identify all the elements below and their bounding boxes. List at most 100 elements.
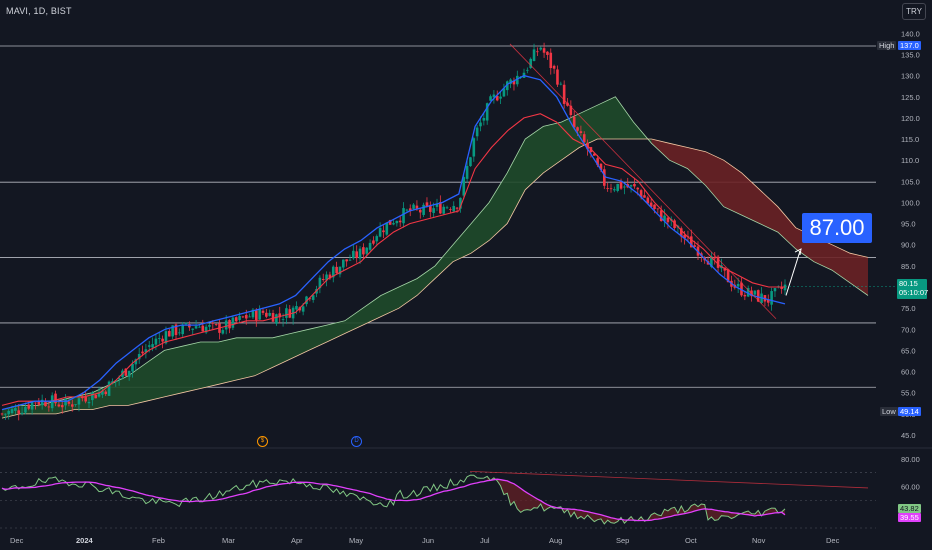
kijun-line (1, 113, 785, 406)
candle-body (328, 274, 332, 279)
candle-body (740, 282, 743, 296)
candle-body (402, 208, 405, 224)
price-tick: 125.0 (901, 93, 920, 102)
candle-body (475, 127, 479, 137)
candle-body (395, 220, 399, 224)
candle-body (54, 393, 57, 404)
candle-body (348, 259, 352, 261)
cloud-bull-segment (2, 97, 652, 419)
candle-body (398, 220, 402, 223)
candle-body (606, 188, 609, 189)
candle-body (144, 349, 148, 353)
candle-body (673, 220, 676, 229)
candle-body (157, 338, 161, 339)
candle-body (40, 399, 44, 406)
candle-body (415, 205, 419, 209)
candle-body (271, 313, 275, 322)
candle-body (375, 236, 379, 242)
candle-body (60, 405, 64, 408)
candle-body (174, 324, 178, 335)
candle-body (546, 51, 549, 55)
candle-body (633, 183, 636, 187)
candle-body (616, 183, 619, 191)
candle-body (181, 324, 184, 335)
candle-body (643, 195, 646, 198)
dividend-event-icon[interactable]: $ (257, 436, 268, 447)
candle-body (429, 205, 432, 212)
candle-body (14, 408, 17, 411)
candle-body (37, 401, 41, 405)
candle-body (532, 49, 536, 61)
candle-body (656, 208, 660, 210)
candle-body (636, 187, 640, 190)
symbol-title[interactable]: MAVI, 1D, BIST (6, 6, 72, 16)
candle-body (753, 290, 757, 295)
candle-body (710, 256, 713, 267)
candle-body (265, 312, 268, 317)
time-tick: Mar (222, 536, 235, 545)
candle-body (161, 338, 164, 342)
candle-body (452, 205, 456, 212)
candle-body (321, 278, 325, 281)
candle-body (502, 88, 506, 97)
oscillator-tick: 80.00 (901, 455, 920, 464)
candle-body (318, 277, 322, 289)
low-value-tag: 49.14 (898, 407, 921, 416)
oscillator-tick: 60.00 (901, 483, 920, 492)
candle-body (84, 396, 87, 402)
candle-body (74, 404, 77, 406)
time-tick: Jul (480, 536, 490, 545)
rsi-line (1, 474, 786, 525)
candle-body (425, 202, 429, 207)
price-tick: 60.0 (901, 368, 916, 377)
candle-body (224, 320, 228, 330)
candle-body (552, 65, 556, 69)
bar-countdown: 05:10:07 (899, 288, 929, 297)
price-tick: 105.0 (901, 177, 920, 186)
candle-body (117, 377, 121, 380)
candle-body (465, 165, 469, 179)
candle-body (194, 326, 198, 329)
candle-body (679, 228, 683, 237)
candle-body (228, 320, 231, 329)
candle-body (305, 296, 308, 305)
candle-body (499, 96, 502, 99)
candle-body (566, 102, 569, 106)
candle-body (770, 291, 773, 305)
rsi-divergence-fill (487, 476, 785, 524)
candle-body (64, 399, 67, 406)
candle-body (609, 188, 613, 190)
candle-body (201, 325, 205, 332)
candle-body (221, 330, 225, 334)
candle-body (362, 247, 365, 255)
target-price-label[interactable]: 87.00 (802, 213, 872, 243)
rsi-value-tag: 43.82 (898, 504, 921, 513)
candle-body (746, 288, 750, 297)
currency-button[interactable]: TRY (902, 3, 926, 20)
time-tick: Sep (616, 536, 629, 545)
candle-body (67, 401, 71, 404)
candle-body (4, 413, 7, 415)
candle-body (244, 314, 248, 319)
rsi-ma-line (1, 478, 786, 522)
earnings-event-icon[interactable]: D (351, 436, 362, 447)
candle-body (251, 309, 255, 318)
candle-body (562, 84, 566, 104)
candle-body (57, 404, 61, 407)
high-value-tag: 137.0 (898, 41, 921, 50)
candle-body (412, 204, 415, 209)
candle-body (716, 256, 720, 268)
candle-body (268, 312, 271, 316)
price-tick: 100.0 (901, 198, 920, 207)
candle-body (10, 409, 14, 414)
candle-body (542, 48, 546, 53)
price-tick: 115.0 (901, 135, 919, 144)
candle-body (432, 208, 435, 213)
time-tick: 2024 (76, 536, 94, 545)
candle-body (559, 83, 563, 85)
candle-body (368, 242, 372, 250)
candle-body (104, 391, 108, 395)
candle-body (539, 47, 543, 50)
